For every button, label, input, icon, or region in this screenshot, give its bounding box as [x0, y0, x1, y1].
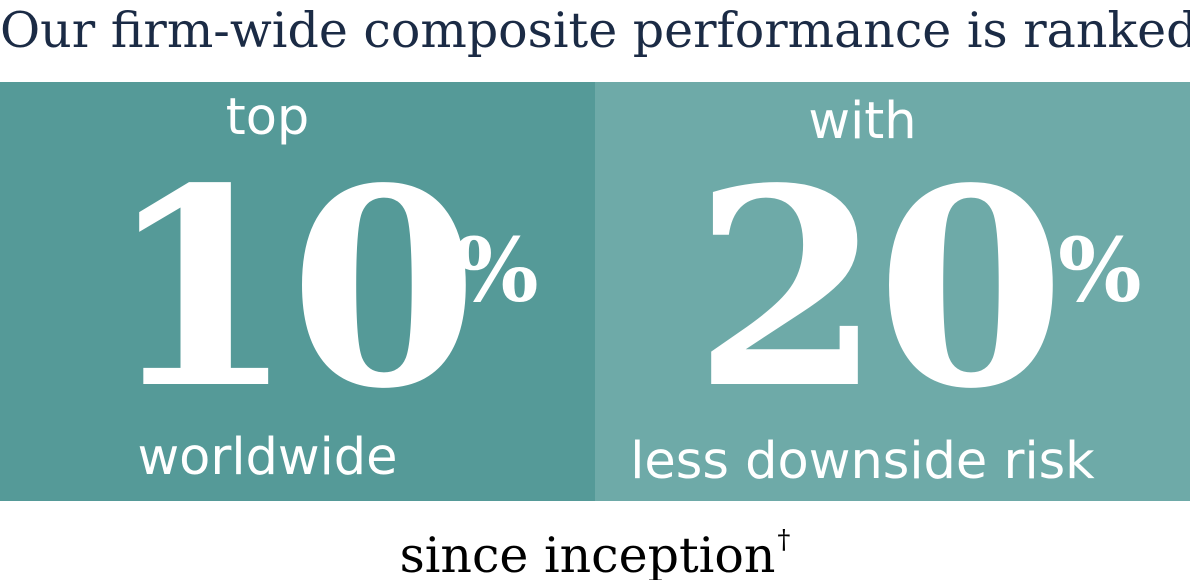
footnote-dagger-mark: † — [777, 525, 791, 555]
stat-panel-risk: with 20 % less downside risk — [595, 82, 1190, 501]
stat-unit-risk: % — [1058, 218, 1142, 322]
stat-unit-ranking: % — [455, 218, 539, 322]
stat-value-risk: 20 — [693, 130, 1066, 449]
stat-panel-ranking: top 10 % worldwide — [0, 82, 595, 501]
stat-lead-ranking: top — [225, 88, 310, 147]
headline: Our firm-wide composite performance is r… — [0, 2, 1190, 59]
stat-caption-ranking: worldwide — [137, 428, 398, 487]
stat-panels: top 10 % worldwide with 20 % less downsi… — [0, 82, 1190, 501]
footer-note: since inception† — [0, 510, 1190, 580]
footer-text: since inception — [399, 527, 776, 580]
stat-caption-risk: less downside risk — [630, 432, 1095, 491]
stat-value-ranking: 10 — [106, 130, 479, 449]
stat-lead-risk: with — [808, 92, 917, 151]
